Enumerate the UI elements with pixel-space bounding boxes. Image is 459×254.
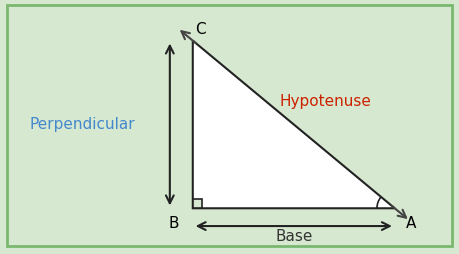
Text: B: B [168,216,179,231]
Text: C: C [195,22,206,37]
Polygon shape [193,41,395,208]
Text: Base: Base [275,229,313,244]
Text: Hypotenuse: Hypotenuse [280,94,372,109]
FancyBboxPatch shape [7,5,452,246]
Text: A: A [406,216,417,231]
Text: Perpendicular: Perpendicular [30,117,135,132]
Polygon shape [193,199,202,208]
